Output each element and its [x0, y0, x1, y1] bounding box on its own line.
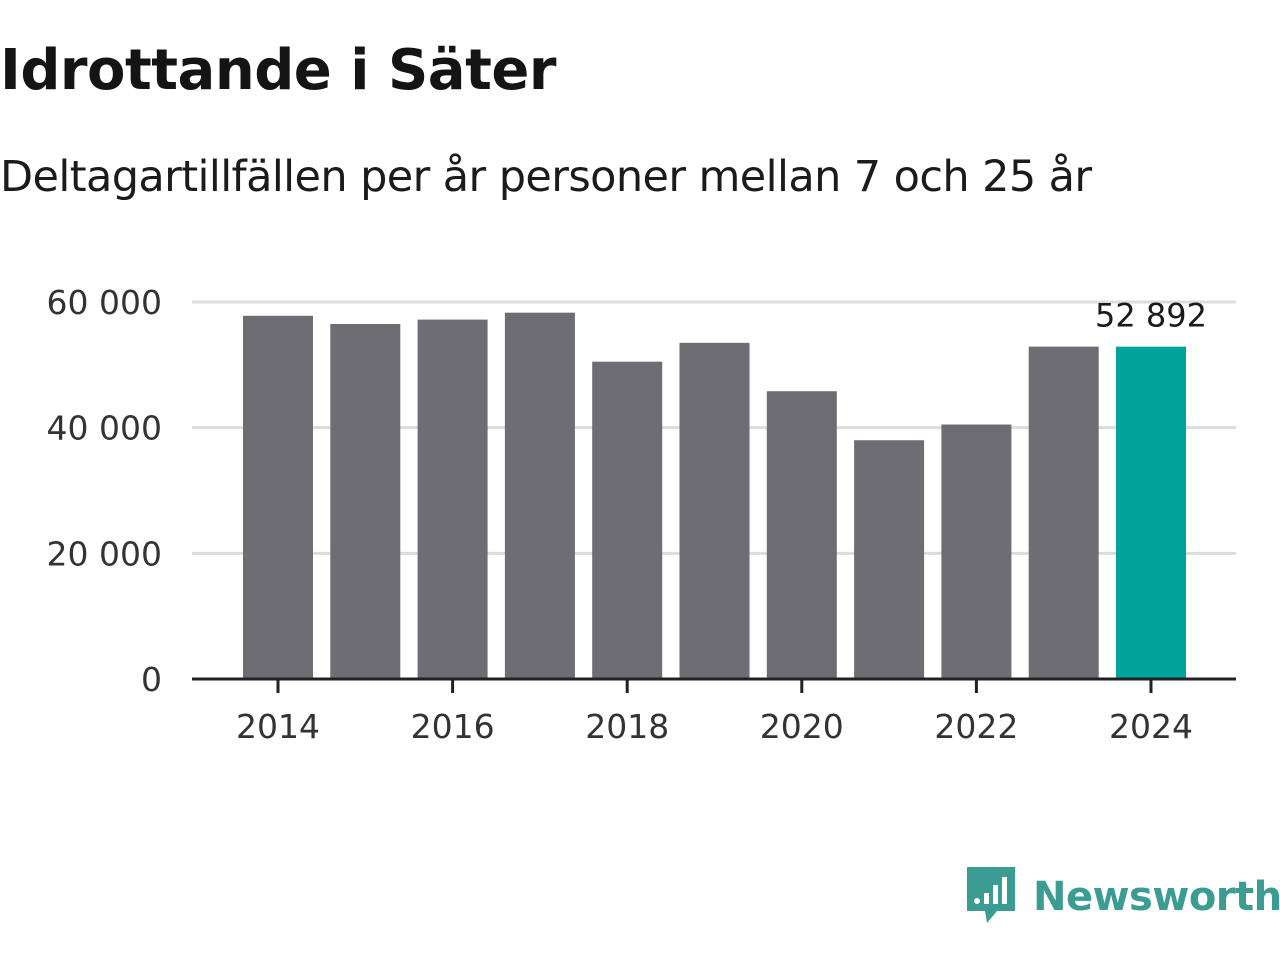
y-tick-label: 0 [141, 660, 162, 699]
x-tick-label: 2020 [760, 707, 844, 746]
bar-2023 [1028, 346, 1099, 679]
brand-name: Newsworthy [1033, 874, 1280, 920]
x-tick-label: 2018 [585, 707, 669, 746]
bar-2017 [504, 312, 575, 679]
y-tick-label: 60 000 [47, 283, 162, 322]
x-tick-label: 2014 [236, 707, 320, 746]
x-tick-label: 2016 [411, 707, 495, 746]
bar-2024 [1116, 346, 1186, 679]
bar-2021 [854, 440, 925, 679]
bar-2016 [417, 319, 488, 679]
chart-subtitle: Deltagartillfällen per år personer mella… [0, 152, 1092, 202]
bar-2022 [941, 424, 1012, 679]
bar-2020 [766, 391, 837, 679]
data-label-2024: 52 892 [1095, 297, 1207, 335]
bar-2018 [592, 361, 663, 679]
bar-2015 [330, 323, 401, 679]
x-tick-label: 2024 [1109, 707, 1193, 746]
bar-2014 [243, 315, 313, 679]
bar-2019 [679, 342, 750, 679]
x-tick-label: 2022 [934, 707, 1018, 746]
brand-logo: Newsworthy [965, 865, 1280, 929]
chart-title: Idrottande i Säter [0, 38, 556, 103]
newsworthy-logo-icon [965, 865, 1017, 929]
y-tick-label: 20 000 [47, 534, 162, 573]
bar-chart: 0 20 000 40 000 60 000 2014 2016 2018 2020 2022 2… [47, 283, 1236, 746]
y-tick-label: 40 000 [47, 409, 162, 448]
